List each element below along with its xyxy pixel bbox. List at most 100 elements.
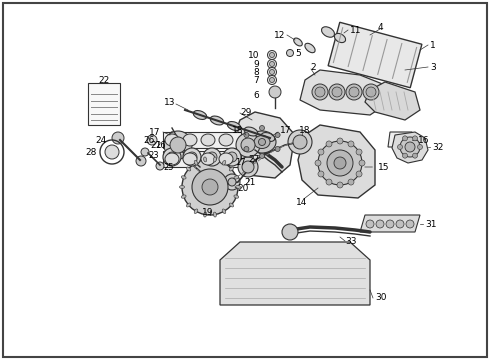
Circle shape xyxy=(359,160,365,166)
Circle shape xyxy=(238,157,258,177)
Text: 23: 23 xyxy=(148,150,159,159)
Circle shape xyxy=(356,149,362,155)
Ellipse shape xyxy=(335,33,345,42)
Circle shape xyxy=(402,153,408,158)
Text: 9: 9 xyxy=(253,59,259,68)
Text: 17: 17 xyxy=(148,127,160,136)
Circle shape xyxy=(318,141,362,185)
Text: 17: 17 xyxy=(280,126,292,135)
Text: 2: 2 xyxy=(310,63,316,72)
Text: 5: 5 xyxy=(295,49,301,58)
Ellipse shape xyxy=(179,185,185,189)
Circle shape xyxy=(268,50,276,59)
Polygon shape xyxy=(365,82,420,120)
Circle shape xyxy=(287,49,294,57)
Ellipse shape xyxy=(210,116,224,125)
Circle shape xyxy=(349,87,359,97)
Polygon shape xyxy=(220,242,370,305)
Text: 21: 21 xyxy=(245,177,256,186)
Ellipse shape xyxy=(229,167,234,171)
Ellipse shape xyxy=(165,153,179,165)
Circle shape xyxy=(396,220,404,228)
Text: 32: 32 xyxy=(432,143,443,152)
Text: 1: 1 xyxy=(430,41,436,50)
Circle shape xyxy=(332,87,342,97)
Circle shape xyxy=(366,220,374,228)
Circle shape xyxy=(334,157,346,169)
Text: 10: 10 xyxy=(247,50,259,59)
Ellipse shape xyxy=(181,176,186,179)
Circle shape xyxy=(337,138,343,144)
Ellipse shape xyxy=(186,167,191,171)
Ellipse shape xyxy=(234,176,239,179)
Circle shape xyxy=(224,174,240,190)
Circle shape xyxy=(170,137,186,153)
Ellipse shape xyxy=(254,135,270,149)
Circle shape xyxy=(397,144,402,149)
Ellipse shape xyxy=(229,203,234,207)
Circle shape xyxy=(337,182,343,188)
Text: 29: 29 xyxy=(240,108,251,117)
Circle shape xyxy=(275,147,280,152)
Circle shape xyxy=(244,147,249,152)
Circle shape xyxy=(164,131,192,159)
Ellipse shape xyxy=(204,212,207,217)
Text: 18: 18 xyxy=(232,126,244,135)
Circle shape xyxy=(136,156,146,166)
Circle shape xyxy=(282,224,298,240)
Ellipse shape xyxy=(194,209,198,213)
Circle shape xyxy=(363,84,379,100)
Circle shape xyxy=(312,84,328,100)
Circle shape xyxy=(348,179,354,185)
Circle shape xyxy=(260,153,265,158)
Circle shape xyxy=(406,220,414,228)
Circle shape xyxy=(366,87,376,97)
Ellipse shape xyxy=(236,185,241,189)
Circle shape xyxy=(192,169,228,205)
Bar xyxy=(88,83,120,125)
Text: 30: 30 xyxy=(375,293,387,302)
Circle shape xyxy=(288,130,312,154)
Circle shape xyxy=(156,162,164,170)
Circle shape xyxy=(268,59,276,68)
Text: 15: 15 xyxy=(365,162,390,171)
Text: 24: 24 xyxy=(96,135,107,144)
Circle shape xyxy=(163,148,181,166)
Circle shape xyxy=(329,84,345,100)
Text: 12: 12 xyxy=(273,31,285,40)
Circle shape xyxy=(405,142,415,152)
Text: 4: 4 xyxy=(377,23,383,32)
Circle shape xyxy=(348,141,354,147)
Text: 27: 27 xyxy=(248,154,259,163)
Polygon shape xyxy=(392,132,428,163)
Circle shape xyxy=(207,152,217,162)
Ellipse shape xyxy=(321,27,335,37)
Circle shape xyxy=(327,150,353,176)
Circle shape xyxy=(270,69,274,75)
Circle shape xyxy=(326,179,332,185)
Text: 11: 11 xyxy=(350,26,362,35)
Ellipse shape xyxy=(213,157,217,162)
Text: 21: 21 xyxy=(150,140,162,149)
Circle shape xyxy=(147,135,157,145)
Ellipse shape xyxy=(219,153,233,165)
Circle shape xyxy=(356,171,362,177)
Ellipse shape xyxy=(181,195,186,198)
Circle shape xyxy=(269,86,281,98)
Ellipse shape xyxy=(219,134,233,146)
Text: 31: 31 xyxy=(425,220,437,229)
Ellipse shape xyxy=(183,134,197,146)
Text: 33: 33 xyxy=(345,238,357,247)
Circle shape xyxy=(275,132,280,138)
Circle shape xyxy=(268,68,276,77)
Circle shape xyxy=(326,141,332,147)
Circle shape xyxy=(203,148,221,166)
Circle shape xyxy=(167,152,177,162)
Circle shape xyxy=(413,136,417,141)
Circle shape xyxy=(244,132,249,138)
Text: 18: 18 xyxy=(299,126,311,135)
Text: 8: 8 xyxy=(253,68,259,77)
Text: 25: 25 xyxy=(163,162,173,171)
Circle shape xyxy=(386,220,394,228)
Ellipse shape xyxy=(305,43,315,53)
